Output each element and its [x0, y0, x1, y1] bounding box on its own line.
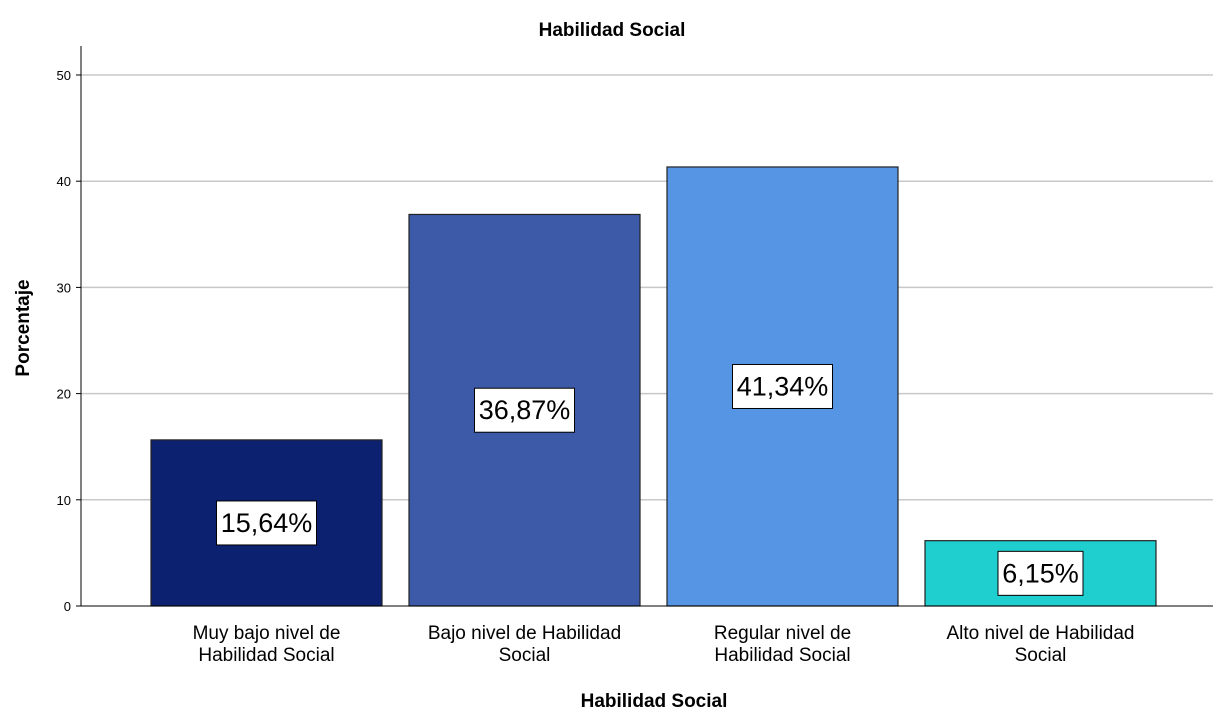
axes: [80, 46, 1213, 607]
gridlines: [81, 74, 1213, 501]
y-tick-label: 20: [57, 387, 71, 402]
category-label: Alto nivel de Habilidad Social: [946, 623, 1134, 666]
y-axis-title: Porcentaje: [13, 279, 34, 376]
data-label-box: [997, 550, 1084, 596]
category-label: Muy bajo nivel de Habilidad Social: [193, 623, 341, 666]
y-tick-label: 10: [57, 493, 71, 508]
data-label-text: 15,64%: [221, 508, 313, 538]
data-labels: 15,64% 36,87% 41,34% 6,15%: [216, 363, 1084, 596]
data-label-text: 6,15%: [1002, 558, 1079, 588]
data-label-text: 36,87%: [479, 395, 571, 425]
x-tick-labels: Muy bajo nivel de Habilidad Social Bajo ni…: [193, 623, 1135, 666]
data-label: 15,64%: [216, 500, 317, 546]
data-label-box: [216, 500, 317, 546]
y-tick-label: 30: [57, 280, 71, 295]
y-tick-label: 40: [57, 174, 71, 189]
chart-title: Habilidad Social: [539, 20, 686, 41]
data-label: 36,87%: [474, 387, 575, 433]
category-label: Regular nivel de Habilidad Social: [714, 623, 851, 666]
x-axis-title: Habilidad Social: [581, 691, 728, 710]
bars: [150, 166, 1157, 607]
y-tick-label: 0: [64, 599, 71, 614]
y-tick-label: 50: [57, 68, 71, 83]
data-label-box: [474, 387, 575, 433]
y-tick-labels: 0 10 20 30 40 50: [57, 68, 81, 614]
data-label-text: 41,34%: [737, 371, 829, 401]
data-label-box: [732, 363, 833, 409]
data-label: 41,34%: [732, 363, 833, 409]
category-label: Bajo nivel de Habilidad Social: [428, 623, 621, 666]
data-label: 6,15%: [997, 550, 1084, 596]
